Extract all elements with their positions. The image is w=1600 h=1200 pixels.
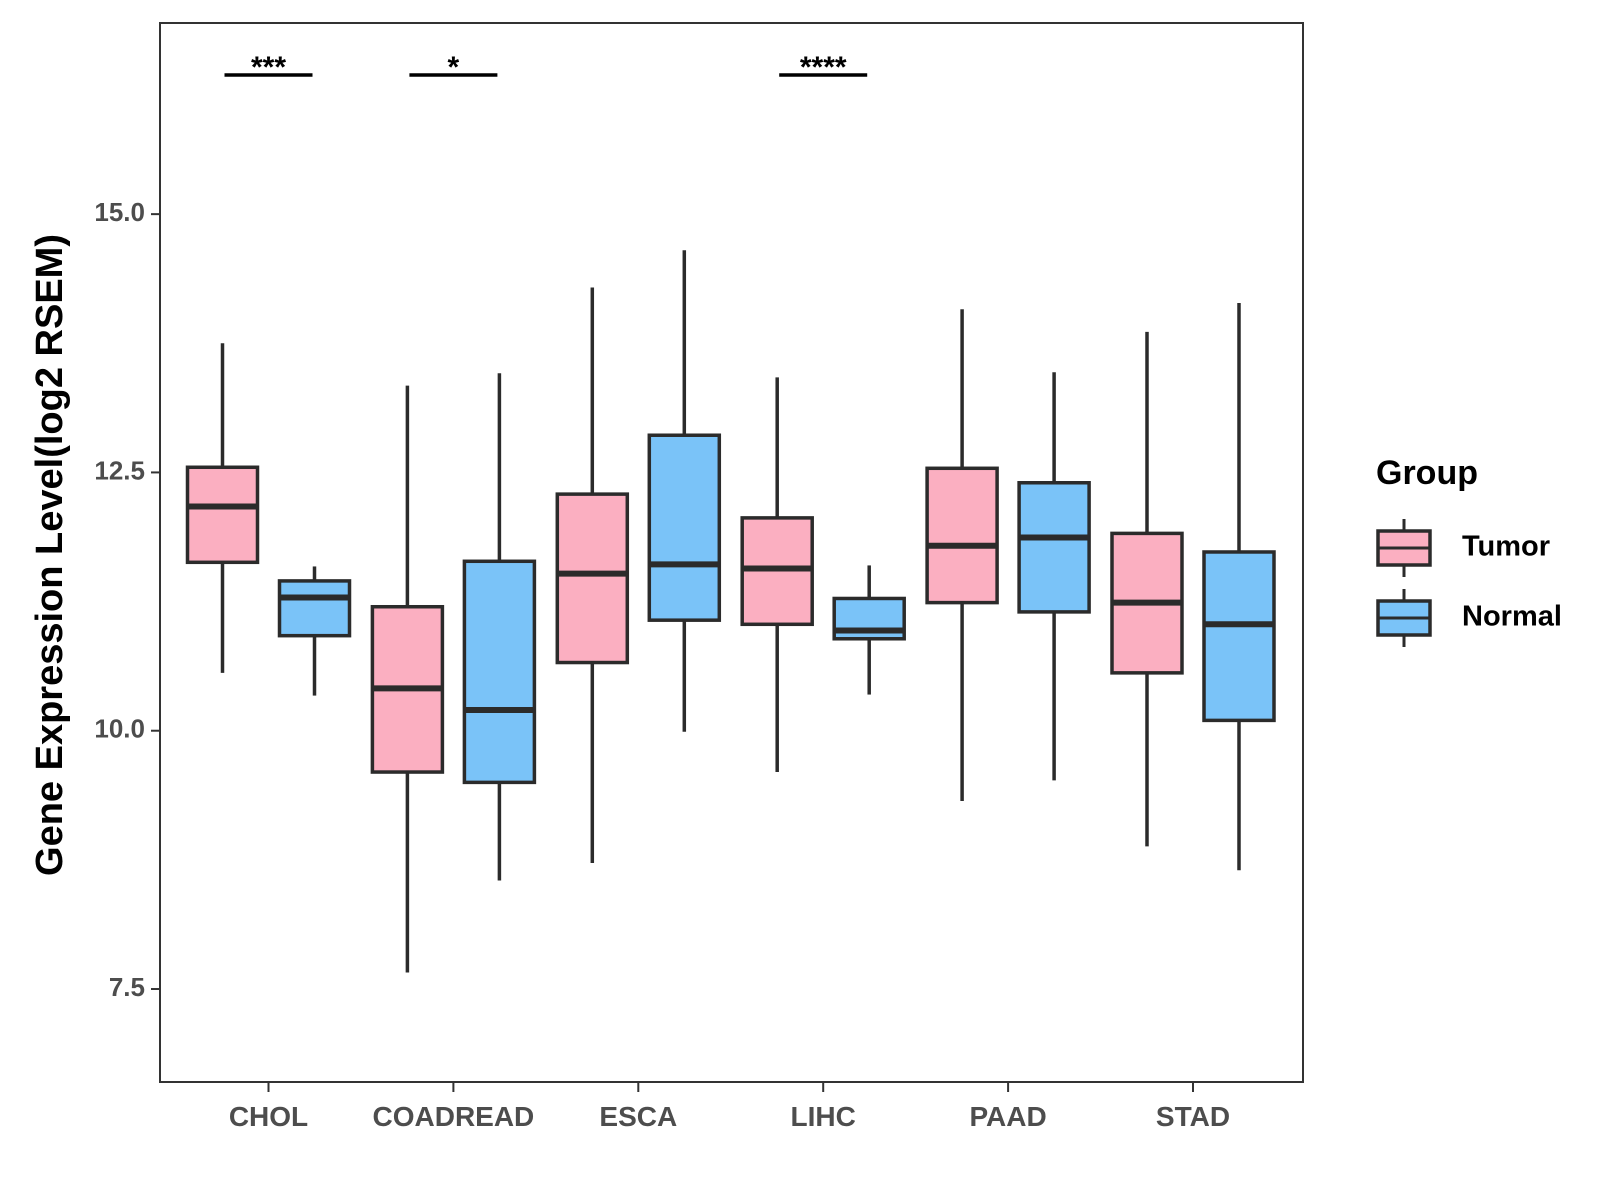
box-tumor-esca (555, 287, 630, 863)
y-axis-title: Gene Expression Level(log2 RSEM) (29, 234, 71, 876)
x-tick-label: STAD (1156, 1101, 1230, 1132)
x-tick-label: PAAD (969, 1101, 1046, 1132)
box-normal-lihc (832, 565, 906, 695)
y-tick-label: 15.0 (94, 197, 145, 227)
box-body (925, 466, 999, 605)
legend-item-tumor: Tumor (1376, 519, 1550, 577)
box-normal-chol (277, 566, 352, 696)
y-tick-label: 10.0 (94, 714, 145, 744)
significance-coadread: * (409, 51, 498, 84)
significance-lihc: **** (779, 51, 868, 84)
box-normal-coadread (462, 373, 537, 881)
legend-item-normal: Normal (1376, 589, 1562, 647)
box-tumor-paad (925, 309, 999, 801)
box-body (462, 559, 537, 785)
box-body (185, 465, 260, 565)
y-tick-label: 7.5 (109, 972, 145, 1002)
plot-area: *** * **** (160, 23, 1303, 1082)
legend: Group Tumor Normal (1376, 454, 1562, 647)
x-tick-label: LIHC (791, 1101, 856, 1132)
x-tick-label: CHOL (229, 1101, 308, 1132)
box-tumor-stad (1110, 331, 1184, 847)
significance-label: **** (800, 51, 847, 84)
box-body (1017, 481, 1091, 614)
y-tick-label: 12.5 (94, 455, 145, 485)
box-body (555, 492, 630, 665)
legend-title: Group (1376, 454, 1478, 492)
significance-chol: *** (224, 51, 313, 84)
legend-label: Tumor (1462, 531, 1550, 563)
panel-border (159, 22, 1304, 1083)
significance-label: *** (251, 51, 286, 84)
significance-label: * (448, 51, 460, 84)
axes: 7.5 10.0 12.5 15.0 CHOL COADREAD ESCA LIHC PAAD S… (94, 22, 1304, 1132)
box-normal-esca (647, 250, 722, 732)
box-tumor-lihc (740, 377, 814, 773)
x-tick-label: COADREAD (373, 1101, 535, 1132)
x-tick-label: ESCA (599, 1101, 677, 1132)
box-normal-paad (1017, 372, 1091, 781)
box-body (1202, 550, 1276, 723)
box-tumor-chol (185, 343, 260, 673)
box-tumor-coadread (370, 385, 445, 973)
box-body (277, 579, 352, 638)
box-body (647, 433, 722, 622)
legend-label: Normal (1462, 601, 1562, 633)
box-normal-stad (1202, 302, 1276, 871)
